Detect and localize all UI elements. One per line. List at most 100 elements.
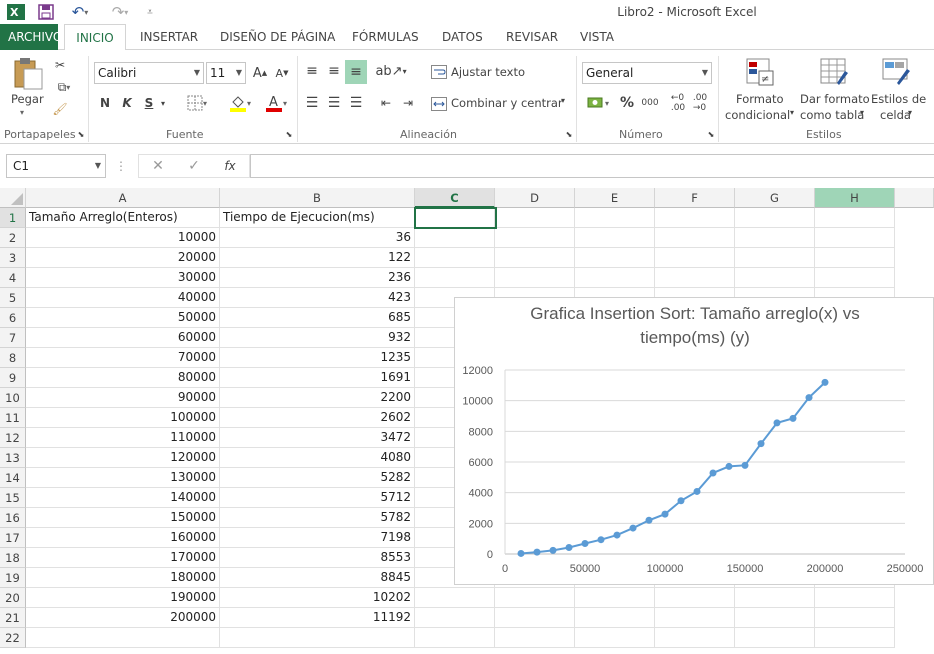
table-cell-a[interactable]: Tamaño Arreglo(Enteros): [26, 208, 220, 228]
font-color-icon[interactable]: A ▾: [260, 92, 292, 114]
table-cell-b[interactable]: 4080: [220, 448, 415, 468]
table-cell-a[interactable]: 20000: [26, 248, 220, 268]
table-cell[interactable]: [655, 228, 735, 248]
table-cell[interactable]: [815, 588, 895, 608]
wrap-text-icon[interactable]: [430, 62, 448, 82]
align-middle-icon[interactable]: ≡: [328, 63, 340, 79]
table-cell[interactable]: [495, 628, 575, 648]
cell-styles-icon[interactable]: [880, 56, 912, 88]
table-cell-a[interactable]: 50000: [26, 308, 220, 328]
column-header-c[interactable]: C: [415, 188, 495, 208]
table-cell[interactable]: [495, 248, 575, 268]
tab-inicio[interactable]: INICIO: [64, 24, 126, 51]
cell-styles-label-1[interactable]: Estilos de: [871, 92, 927, 106]
shrink-font-icon[interactable]: A ▼: [275, 66, 289, 80]
row-header[interactable]: 21: [0, 608, 26, 628]
row-header[interactable]: 1: [0, 208, 26, 228]
table-cell-b[interactable]: 122: [220, 248, 415, 268]
table-cell-b[interactable]: 2602: [220, 408, 415, 428]
table-cell[interactable]: [495, 208, 575, 228]
font-name-combo[interactable]: Calibri ▼: [94, 62, 204, 84]
table-cell[interactable]: [415, 588, 495, 608]
row-header[interactable]: 15: [0, 488, 26, 508]
conditional-dropdown-icon[interactable]: ▾: [790, 108, 795, 117]
align-right-icon[interactable]: ☰: [349, 95, 363, 111]
table-cell[interactable]: [735, 588, 815, 608]
table-cell-a[interactable]: 110000: [26, 428, 220, 448]
row-header[interactable]: 8: [0, 348, 26, 368]
table-cell-a[interactable]: 190000: [26, 588, 220, 608]
table-cell[interactable]: [495, 228, 575, 248]
table-cell-a[interactable]: 200000: [26, 608, 220, 628]
table-cell[interactable]: [655, 268, 735, 288]
table-cell-b[interactable]: 8553: [220, 548, 415, 568]
chart[interactable]: Grafica Insertion Sort: Tamaño arreglo(x…: [454, 297, 934, 585]
table-cell-b[interactable]: 1691: [220, 368, 415, 388]
tab-insertar[interactable]: INSERTAR: [140, 30, 199, 44]
table-cell[interactable]: [415, 248, 495, 268]
table-cell[interactable]: [495, 588, 575, 608]
table-cell-a[interactable]: 130000: [26, 468, 220, 488]
table-cell[interactable]: [655, 248, 735, 268]
table-cell-b[interactable]: Tiempo de Ejecucion(ms): [220, 208, 415, 228]
table-cell-a[interactable]: 120000: [26, 448, 220, 468]
decrease-decimal-icon[interactable]: .00 →0: [692, 93, 708, 113]
alignment-launcher-icon[interactable]: ⬊: [565, 129, 573, 139]
table-cell-a[interactable]: 40000: [26, 288, 220, 308]
row-header[interactable]: 19: [0, 568, 26, 588]
table-cell[interactable]: [815, 248, 895, 268]
table-cell-b[interactable]: 5712: [220, 488, 415, 508]
table-cell-b[interactable]: 7198: [220, 528, 415, 548]
table-cell-b[interactable]: 10202: [220, 588, 415, 608]
table-cell[interactable]: [575, 268, 655, 288]
table-cell[interactable]: [575, 208, 655, 228]
format-table-icon[interactable]: [818, 56, 850, 88]
row-header[interactable]: 9: [0, 368, 26, 388]
cell-styles-label-2[interactable]: celda: [880, 108, 911, 122]
tab-formulas[interactable]: FÓRMULAS: [352, 30, 419, 44]
orientation-icon[interactable]: ab↗ ▾: [375, 63, 407, 79]
cancel-icon[interactable]: ✕: [152, 158, 164, 174]
decrease-indent-icon[interactable]: ⇤: [380, 96, 392, 110]
borders-icon[interactable]: ▾: [182, 92, 212, 114]
row-header[interactable]: 17: [0, 528, 26, 548]
tab-revisar[interactable]: REVISAR: [506, 30, 559, 44]
table-cell[interactable]: [415, 268, 495, 288]
table-cell-b[interactable]: 932: [220, 328, 415, 348]
format-painter-icon[interactable]: 🖌: [52, 102, 68, 116]
number-format-combo[interactable]: General ▼: [582, 62, 712, 84]
table-cell-b[interactable]: 685: [220, 308, 415, 328]
merge-center-button[interactable]: Combinar y centrar: [451, 96, 563, 110]
column-header-d[interactable]: D: [495, 188, 575, 208]
table-cell[interactable]: [575, 588, 655, 608]
thousands-separator-button[interactable]: 000: [641, 98, 659, 108]
underline-button[interactable]: S: [144, 96, 154, 110]
table-cell[interactable]: [655, 588, 735, 608]
row-header[interactable]: 14: [0, 468, 26, 488]
table-cell[interactable]: [655, 208, 735, 228]
row-header[interactable]: 10: [0, 388, 26, 408]
column-header-e[interactable]: E: [575, 188, 655, 208]
align-bottom-icon[interactable]: ≡: [345, 60, 367, 84]
table-cell-b[interactable]: 36: [220, 228, 415, 248]
merge-center-icon[interactable]: [430, 94, 448, 114]
row-header[interactable]: 5: [0, 288, 26, 308]
undo-icon[interactable]: ↶ ▾: [71, 3, 89, 21]
table-cell[interactable]: [735, 248, 815, 268]
increase-indent-icon[interactable]: ⇥: [402, 96, 414, 110]
table-cell-b[interactable]: 3472: [220, 428, 415, 448]
font-size-combo[interactable]: 11 ▼: [206, 62, 246, 84]
row-header[interactable]: 3: [0, 248, 26, 268]
table-cell-a[interactable]: 180000: [26, 568, 220, 588]
table-cell-b[interactable]: 2200: [220, 388, 415, 408]
table-cell[interactable]: [655, 628, 735, 648]
table-cell[interactable]: [415, 228, 495, 248]
table-cell-a[interactable]: 10000: [26, 228, 220, 248]
row-header[interactable]: 7: [0, 328, 26, 348]
table-cell[interactable]: [495, 608, 575, 628]
column-header-a[interactable]: A: [26, 188, 220, 208]
tab-diseno-pagina[interactable]: DISEÑO DE PÁGINA: [220, 30, 336, 44]
row-header[interactable]: 2: [0, 228, 26, 248]
table-cell[interactable]: [815, 208, 895, 228]
paste-button[interactable]: Pegar: [11, 92, 44, 106]
